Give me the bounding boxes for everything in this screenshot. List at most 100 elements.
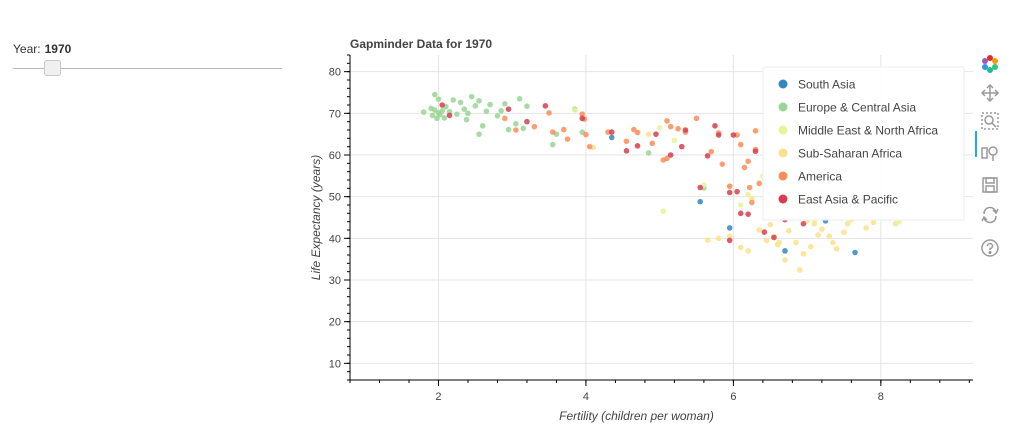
data-point: [745, 158, 751, 165]
data-point: [737, 244, 744, 251]
data-point: [752, 148, 759, 155]
data-point: [767, 221, 774, 228]
y-tick-label: 10: [329, 358, 341, 370]
data-point: [776, 239, 782, 246]
data-point: [656, 125, 663, 131]
data-point: [429, 112, 436, 119]
data-point: [498, 108, 504, 114]
data-point: [671, 137, 678, 144]
y-tick-label: 60: [329, 150, 341, 162]
data-point: [520, 125, 527, 132]
data-point: [819, 226, 825, 232]
data-point: [756, 227, 762, 233]
data-point: [664, 118, 670, 124]
data-point: [730, 132, 737, 138]
data-point: [435, 96, 442, 102]
active-tool-indicator: [975, 131, 977, 157]
y-tick-label: 40: [329, 233, 341, 245]
data-point: [645, 131, 652, 137]
data-point: [579, 111, 586, 117]
data-point: [745, 248, 751, 254]
data-point: [704, 237, 711, 243]
data-point: [524, 103, 530, 110]
y-tick-label: 20: [329, 317, 341, 329]
data-point: [844, 220, 851, 227]
data-point: [682, 127, 689, 133]
data-point: [434, 115, 440, 122]
data-point: [461, 106, 468, 112]
data-point: [583, 131, 589, 138]
data-point: [726, 189, 733, 196]
legend-swatch: [778, 148, 788, 158]
slider-handle[interactable]: [43, 60, 61, 76]
legend-swatch: [778, 194, 788, 204]
data-point: [502, 100, 508, 107]
legend-swatch: [778, 125, 788, 135]
data-point: [483, 108, 490, 115]
data-point: [564, 136, 571, 142]
data-point: [712, 123, 718, 129]
x-tick-label: 6: [730, 391, 736, 403]
data-point: [579, 115, 586, 122]
legend-swatch: [778, 171, 788, 181]
data-point: [734, 188, 740, 195]
data-point: [549, 129, 556, 135]
data-point: [726, 237, 733, 244]
save-icon[interactable]: [980, 175, 1000, 195]
data-point: [719, 161, 726, 167]
slider-value: 1970: [44, 42, 72, 56]
data-point: [833, 245, 840, 252]
data-point: [675, 125, 681, 132]
data-point: [439, 108, 445, 114]
data-point: [761, 229, 768, 235]
reset-icon[interactable]: [980, 205, 1000, 225]
y-tick-label: 30: [329, 275, 341, 287]
help-icon[interactable]: [980, 238, 1000, 258]
data-point: [513, 127, 519, 133]
data-point: [513, 120, 519, 127]
data-point: [667, 123, 674, 130]
bokeh-logo-icon[interactable]: [980, 54, 1000, 74]
data-point: [815, 232, 821, 238]
data-point: [446, 112, 453, 119]
data-point: [542, 103, 549, 109]
data-point: [645, 150, 652, 156]
data-point: [505, 126, 512, 133]
data-point: [870, 219, 877, 226]
slider-label: Year:: [13, 42, 41, 56]
data-point: [487, 101, 493, 108]
data-point: [741, 164, 748, 171]
pan-icon[interactable]: [980, 83, 1000, 103]
year-slider-panel: Year: 1970: [13, 40, 283, 80]
data-point: [752, 128, 759, 134]
data-point: [664, 155, 670, 162]
legend-swatch: [778, 79, 788, 89]
wheel-zoom-icon[interactable]: [980, 143, 1000, 163]
legend-label: America: [798, 170, 842, 184]
data-point: [785, 228, 792, 234]
data-point: [737, 210, 744, 217]
data-point: [472, 103, 479, 109]
data-point: [454, 111, 460, 117]
data-point: [420, 109, 427, 115]
data-point: [516, 95, 523, 102]
y-tick-label: 70: [329, 108, 341, 120]
data-point: [782, 248, 788, 254]
data-point: [852, 249, 858, 256]
data-point: [608, 129, 615, 135]
legend-box: [762, 66, 965, 221]
data-point: [826, 233, 833, 240]
data-point: [678, 143, 685, 150]
data-point: [463, 116, 470, 123]
box-zoom-icon[interactable]: [980, 111, 1000, 131]
plot-toolbar: [975, 52, 1004, 272]
x-axis-label: Fertility (children per woman): [559, 409, 714, 423]
data-point: [623, 138, 630, 145]
data-point: [476, 131, 482, 137]
data-point: [704, 153, 711, 159]
slider-track[interactable]: [13, 68, 282, 69]
data-point: [623, 148, 630, 154]
data-point: [771, 234, 777, 241]
data-point: [782, 257, 788, 263]
data-point: [763, 237, 770, 244]
